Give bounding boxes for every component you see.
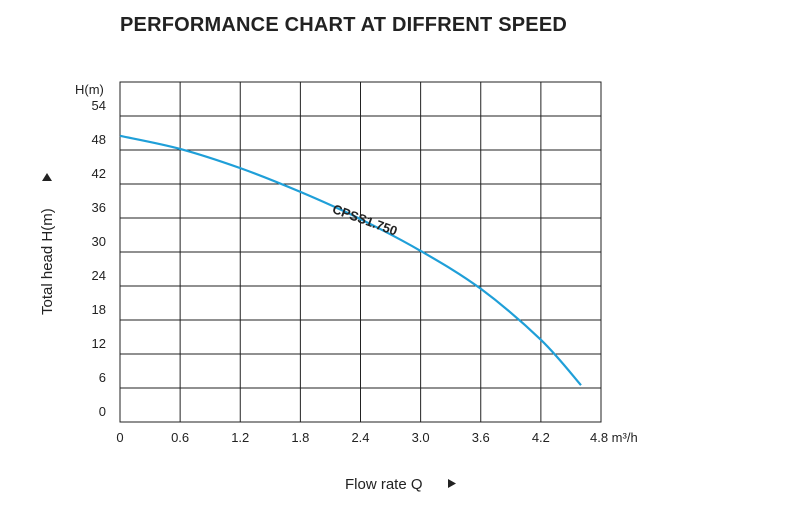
x-axis-label: Flow rate Q	[345, 476, 423, 493]
chart-title: PERFORMANCE CHART AT DIFFRENT SPEED	[120, 14, 567, 36]
series-line-cpss1-750	[119, 134, 582, 386]
grid	[119, 81, 602, 423]
y-tick-label: 6	[99, 370, 106, 385]
x-tick-label: 1.8	[291, 430, 309, 445]
y-axis-label: Total head H(m)	[39, 208, 56, 315]
x-tick-label: 3.0	[412, 430, 430, 445]
x-tick-label: 4.2	[532, 430, 550, 445]
y-tick-label: 12	[92, 336, 106, 351]
series-label: CPSS1.750	[330, 201, 399, 238]
y-axis-title: Total head H(m)	[39, 173, 56, 315]
x-tick-label: 1.2	[231, 430, 249, 445]
x-axis-title: Flow rate Q	[345, 476, 456, 493]
y-unit-label: H(m)	[75, 82, 104, 97]
x-tick-label: 3.6	[472, 430, 490, 445]
y-tick-label: 48	[92, 132, 106, 147]
y-tick-label: 36	[92, 200, 106, 215]
y-tick-label: 30	[92, 234, 106, 249]
y-tick-label: 18	[92, 302, 106, 317]
y-tick-label: 0	[99, 404, 106, 419]
x-tick-label: 2.4	[351, 430, 369, 445]
y-tick-label: 24	[92, 268, 106, 283]
x-unit-label: 4.8 m³/h	[590, 430, 638, 445]
curves: CPSS1.750	[119, 134, 582, 386]
y-tick-label: 54	[92, 98, 106, 113]
y-tick-label: 42	[92, 166, 106, 181]
y-axis-arrow-icon	[42, 173, 52, 181]
x-tick-label: 0	[116, 430, 123, 445]
tick-labels: 0 0.6 1.2 1.8 2.4 3.0 3.6 4.2 0 6 12 18 24 30 36 42 48 54	[92, 98, 550, 445]
x-axis-arrow-icon	[448, 479, 456, 488]
x-tick-label: 0.6	[171, 430, 189, 445]
